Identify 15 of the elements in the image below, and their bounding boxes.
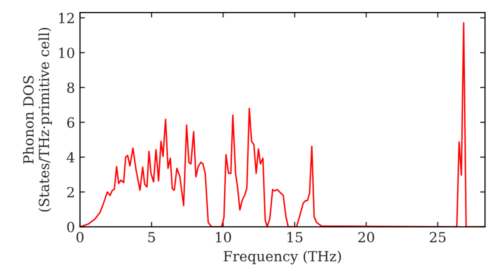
x-tick-label: 20 [358, 232, 374, 242]
y-axis-title: Phonon DOS (States/THz·primitive cell) [22, 28, 52, 212]
x-tick-label: 5 [148, 232, 155, 242]
y-tick-label: 4 [66, 152, 74, 162]
y-tick-label: 6 [67, 117, 74, 128]
y-tick-label: 10 [59, 48, 74, 58]
y-tick-label: 8 [67, 82, 74, 93]
x-tick-label: 25 [430, 232, 446, 242]
x-tick-label: 0 [76, 232, 84, 242]
x-tick-label: 15 [288, 232, 302, 242]
x-tick-label: 10 [216, 232, 232, 242]
y-tick-label: 12 [59, 12, 74, 24]
y-tick-label: 0 [67, 222, 74, 232]
x-axis-title: Frequency (THz) [224, 250, 341, 264]
y-tick-label: 2 [67, 186, 74, 198]
